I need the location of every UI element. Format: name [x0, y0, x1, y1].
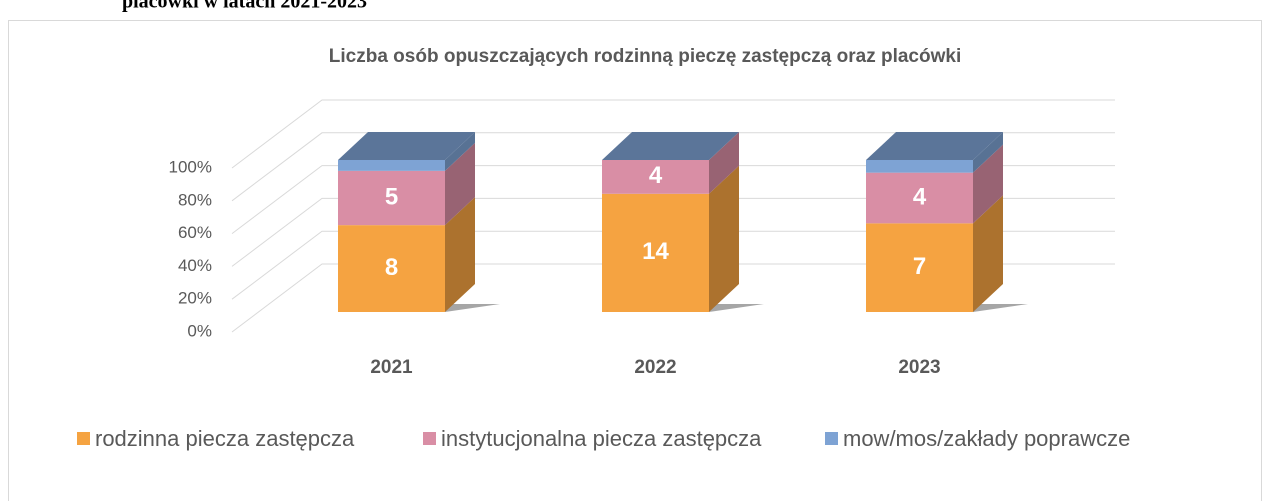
bar-segment	[338, 225, 445, 312]
bar-side	[709, 165, 739, 312]
y-tick-label: 20%	[178, 289, 212, 308]
chart-title: Liczba osób opuszczających rodzinną piec…	[329, 46, 961, 67]
bar-segment	[866, 160, 973, 173]
grid-line	[231, 99, 1115, 169]
legend-swatch	[423, 432, 436, 445]
legend-swatch	[77, 432, 90, 445]
data-label: 8	[385, 254, 398, 281]
y-tick-label: 40%	[178, 256, 212, 275]
bar-segment	[602, 160, 709, 194]
y-tick-label: 60%	[178, 223, 212, 242]
y-tick-label: 80%	[178, 190, 212, 209]
data-label: 5	[385, 183, 398, 210]
x-tick-label: 2023	[898, 357, 940, 378]
data-label: 4	[649, 162, 663, 189]
bar-top	[866, 132, 1003, 160]
legend-label: instytucjonalna piecza zastępcza	[441, 426, 762, 451]
y-tick-label: 100%	[169, 157, 212, 176]
data-label: 7	[913, 253, 926, 280]
grid-line	[231, 165, 1115, 234]
grid-line	[231, 230, 1115, 300]
data-label: 14	[642, 238, 669, 265]
bar-side	[973, 195, 1003, 312]
bar-top	[338, 132, 475, 160]
bar-top	[602, 132, 739, 160]
bar-segment	[866, 172, 973, 224]
bar-segment	[602, 193, 709, 312]
legend-label: mow/mos/zakłady poprawcze	[843, 426, 1130, 451]
bar-segment	[338, 170, 445, 226]
legend-label: rodzinna piecza zastępcza	[95, 426, 355, 451]
bar-side	[445, 142, 475, 226]
bar-segment	[866, 223, 973, 312]
bar-side	[973, 144, 1003, 224]
grid-line	[231, 197, 1115, 267]
data-label: 4	[913, 183, 927, 210]
x-tick-label: 2021	[370, 357, 413, 378]
bar-segment	[338, 160, 445, 171]
legend-swatch	[825, 432, 838, 445]
bar-side	[445, 197, 475, 312]
bar-side	[445, 132, 475, 171]
grid-line	[231, 132, 1115, 202]
heading: placówki w latach 2021-2023	[122, 0, 367, 13]
grid-line	[231, 263, 1115, 333]
x-tick-label: 2022	[634, 357, 676, 378]
bar-side	[973, 132, 1003, 173]
y-tick-label: 0%	[187, 321, 212, 340]
bar-side	[709, 132, 739, 194]
